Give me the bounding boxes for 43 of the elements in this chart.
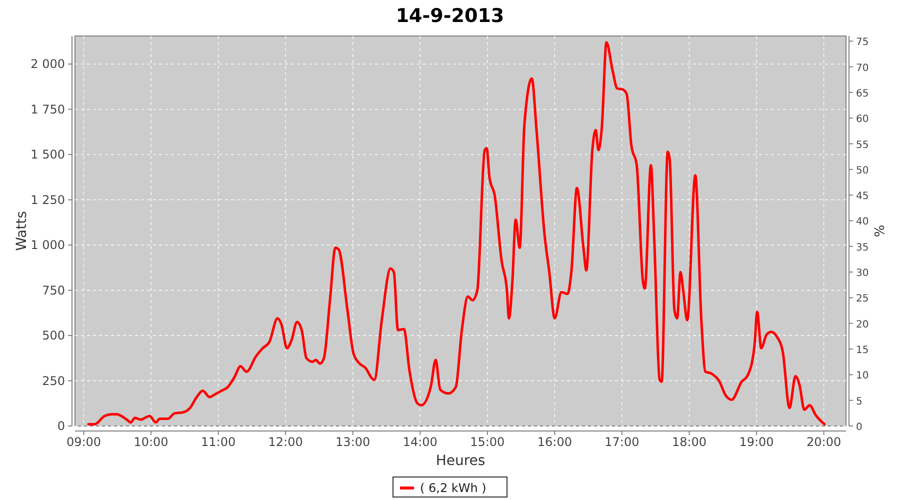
x-tick-label: 11:00 [201,435,236,449]
y-tick-label: 1 250 [30,192,65,207]
x-axis-title: Heures [436,453,486,469]
y2-tick-label: 50 [856,165,869,176]
x-tick-label: 14:00 [402,435,438,449]
y2-tick-label: 65 [856,88,869,100]
y-tick-label: 250 [42,374,65,388]
y2-tick-label: 25 [856,294,869,305]
y-tick-label: 750 [42,283,65,298]
y2-tick-label: 15 [856,345,869,356]
y2-tick-label: 30 [856,268,869,280]
x-tick-label: 19:00 [739,435,774,449]
y-tick-label: 2 000 [30,57,65,72]
y-tick-label: 500 [42,328,65,343]
x-tick-label: 18:00 [672,435,707,449]
y2-tick-label: 40 [856,216,869,228]
y2-tick-label: 55 [856,140,869,151]
y2-tick-label: 0 [856,422,862,433]
legend-label: ( 6,2 kWh ) [420,481,486,495]
y2-axis-title: % [873,224,888,238]
y2-tick-label: 45 [856,191,869,202]
x-tick-label: 13:00 [336,435,370,449]
x-tick-label: 10:00 [134,435,168,449]
y2-tick-label: 35 [856,242,869,254]
y2-tick-label: 70 [856,62,869,74]
x-tick-label: 17:00 [604,435,640,449]
x-tick-label: 15:00 [470,435,505,449]
x-tick-label: 09:00 [66,435,102,449]
y2-tick-label: 10 [856,370,869,382]
chart-title: 14-9-2013 [396,5,504,27]
y-tick-label: 1 750 [30,102,65,116]
y-tick-label: 0 [57,419,65,433]
x-tick-label: 12:00 [268,435,303,449]
x-tick-label: 20:00 [806,435,842,449]
y-tick-label: 1 000 [30,238,65,252]
y2-tick-label: 5 [856,396,862,408]
y2-tick-label: 60 [856,114,869,126]
x-tick-label: 16:00 [537,435,572,449]
y-tick-label: 1 500 [30,148,65,162]
y2-tick-label: 20 [856,319,869,330]
y-axis-title: Watts [14,211,30,251]
y2-tick-label: 75 [856,37,869,48]
line-series [87,41,826,426]
